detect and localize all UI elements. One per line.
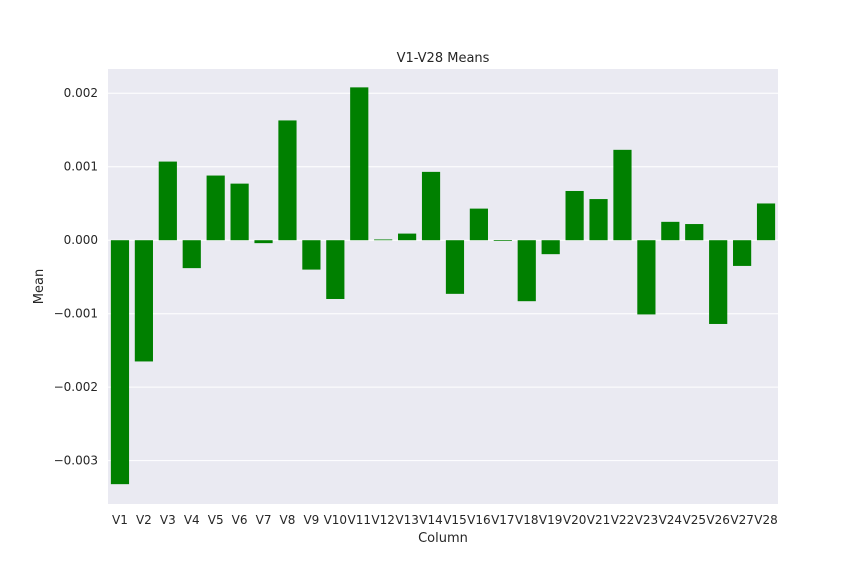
y-tick-label: −0.001 — [54, 307, 98, 321]
x-tick-label: V20 — [563, 513, 586, 527]
x-tick-label: V4 — [184, 513, 200, 527]
bar-v14 — [421, 171, 441, 241]
plot-area — [108, 69, 778, 504]
y-axis-ticks: 0.002 0.001 0.000 −0.001 −0.002 −0.003 — [54, 86, 98, 467]
x-tick-label: V14 — [419, 513, 442, 527]
x-tick-label: V24 — [659, 513, 682, 527]
y-tick-label: 0.000 — [64, 233, 98, 247]
bars — [110, 87, 776, 485]
bar-v25 — [685, 224, 704, 241]
x-tick-label: V17 — [491, 513, 514, 527]
x-tick-label: V18 — [515, 513, 538, 527]
y-tick-label: 0.002 — [64, 86, 98, 100]
x-tick-label: V15 — [443, 513, 466, 527]
bar-v8 — [278, 120, 297, 241]
x-tick-label: V19 — [539, 513, 562, 527]
x-axis-label: Column — [418, 531, 468, 546]
x-tick-label: V12 — [371, 513, 394, 527]
y-tick-label: −0.002 — [54, 380, 98, 394]
bar-v27 — [733, 240, 752, 266]
x-tick-label: V27 — [730, 513, 753, 527]
x-tick-label: V16 — [467, 513, 490, 527]
y-axis-label: Mean — [32, 269, 47, 304]
bar-v28 — [756, 203, 776, 241]
bar-v13 — [398, 233, 417, 241]
bar-v10 — [326, 240, 345, 299]
x-tick-label: V8 — [280, 513, 296, 527]
bar-v2 — [134, 240, 153, 362]
x-tick-label: V7 — [256, 513, 272, 527]
bar-v20 — [565, 190, 584, 241]
bar-v18 — [517, 240, 536, 302]
x-tick-label: V1 — [112, 513, 128, 527]
x-tick-label: V21 — [587, 513, 610, 527]
x-tick-label: V23 — [635, 513, 658, 527]
bar-v26 — [709, 240, 728, 324]
x-tick-label: V13 — [395, 513, 418, 527]
bar-v9 — [302, 240, 321, 270]
x-tick-label: V11 — [348, 513, 371, 527]
bar-v12 — [374, 239, 393, 241]
bar-v21 — [589, 199, 608, 241]
bar-v24 — [661, 221, 680, 241]
x-tick-label: V26 — [706, 513, 729, 527]
y-tick-label: −0.003 — [54, 454, 98, 468]
x-tick-label: V25 — [683, 513, 706, 527]
bar-v15 — [445, 240, 465, 294]
x-tick-label: V9 — [303, 513, 319, 527]
x-tick-label: V6 — [232, 513, 248, 527]
bar-v6 — [230, 183, 249, 241]
x-tick-label: V5 — [208, 513, 224, 527]
bar-v7 — [254, 240, 273, 244]
bar-v22 — [613, 149, 632, 241]
x-tick-label: V2 — [136, 513, 152, 527]
x-tick-label: V22 — [611, 513, 634, 527]
bar-v11 — [350, 87, 369, 241]
bar-v17 — [493, 240, 512, 241]
x-axis-ticks: V1 V2 V3 V4 V5 V6 V7 V8 V9 V10 V11 V12 V13 V14 V15 V16 V… — [112, 513, 778, 527]
x-tick-label: V28 — [754, 513, 777, 527]
bar-v1 — [110, 240, 130, 485]
bar-v19 — [541, 240, 560, 255]
bar-v16 — [469, 208, 488, 241]
bar-v3 — [158, 161, 177, 241]
bar-v4 — [182, 240, 201, 269]
x-tick-label: V10 — [324, 513, 347, 527]
y-tick-label: 0.001 — [64, 160, 98, 174]
bar-v5 — [206, 175, 225, 241]
chart-title: V1-V28 Means — [397, 51, 490, 66]
bar-v23 — [637, 240, 656, 315]
x-tick-label: V3 — [160, 513, 176, 527]
